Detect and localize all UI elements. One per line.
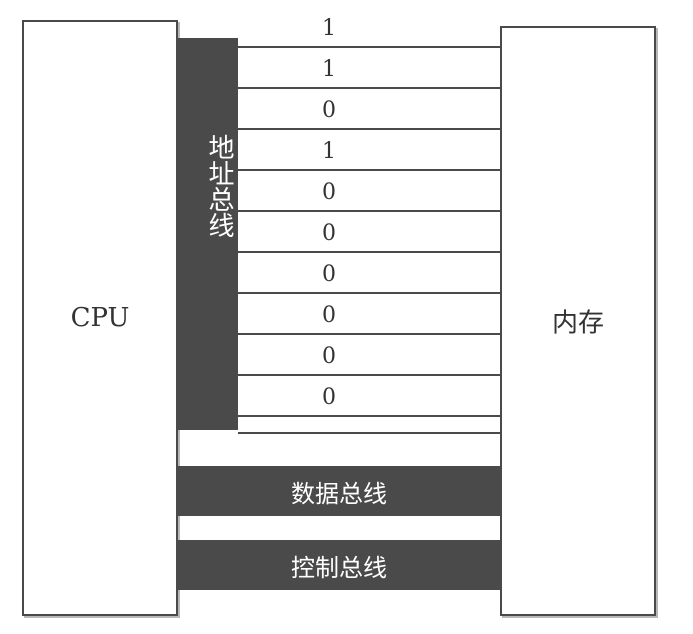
address-bit-3: 0	[322, 98, 336, 123]
address-bit-6: 0	[322, 221, 336, 246]
memory-label: 内存	[551, 308, 604, 339]
control-bus: 控制总线	[178, 540, 500, 590]
address-line-4	[238, 169, 500, 171]
address-bit-9: 0	[322, 344, 336, 369]
address-line-10	[238, 415, 500, 417]
control-bus-label: 控制总线	[291, 553, 387, 582]
address-line-7	[238, 292, 500, 294]
address-bit-5: 0	[322, 180, 336, 205]
address-line-8	[238, 333, 500, 335]
data-bus: 数据总线	[178, 466, 500, 516]
data-bus-label: 数据总线	[291, 479, 387, 508]
address-line-6	[238, 251, 500, 253]
address-line-1	[238, 46, 500, 48]
address-line-2	[238, 87, 500, 89]
address-line-9	[238, 374, 500, 376]
address-bit-2: 1	[322, 57, 336, 82]
address-bus-label: 地址总线	[204, 134, 234, 238]
cpu-label: CPU	[70, 303, 130, 333]
address-bit-10: 0	[322, 385, 336, 410]
address-bit-4: 1	[322, 139, 336, 164]
address-line-3	[238, 128, 500, 130]
address-bus: 地址总线	[178, 38, 238, 430]
address-bit-7: 0	[322, 262, 336, 287]
cpu-box: CPU	[22, 20, 178, 616]
address-line-end	[238, 432, 500, 434]
address-bit-8: 0	[322, 303, 336, 328]
address-bit-1: 1	[322, 16, 336, 41]
address-line-5	[238, 210, 500, 212]
memory-box: 内存	[500, 26, 656, 616]
